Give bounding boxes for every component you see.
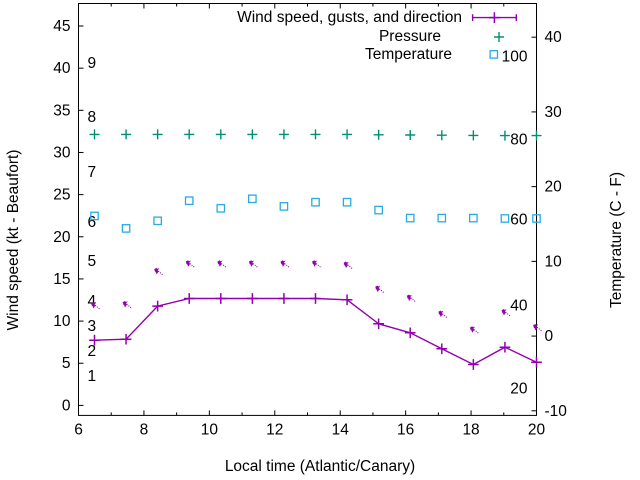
svg-text:60: 60 (510, 212, 528, 229)
svg-text:45: 45 (53, 18, 70, 35)
svg-text:16: 16 (397, 421, 414, 438)
svg-text:35: 35 (53, 102, 70, 119)
svg-text:3: 3 (88, 318, 97, 335)
svg-text:Pressure: Pressure (379, 28, 441, 45)
svg-text:14: 14 (332, 421, 350, 438)
svg-text:0: 0 (545, 328, 554, 345)
svg-text:-10: -10 (545, 403, 568, 420)
svg-text:20: 20 (510, 380, 528, 397)
svg-text:5: 5 (62, 355, 71, 372)
svg-text:40: 40 (510, 298, 528, 315)
svg-text:6: 6 (74, 421, 83, 438)
svg-text:5: 5 (88, 253, 97, 270)
svg-text:20: 20 (528, 421, 546, 438)
svg-text:6: 6 (88, 214, 97, 231)
svg-text:Local time (Atlantic/Canary): Local time (Atlantic/Canary) (225, 458, 415, 475)
svg-text:4: 4 (88, 293, 97, 310)
svg-text:15: 15 (53, 271, 70, 288)
svg-text:Temperature: Temperature (365, 46, 452, 63)
svg-text:18: 18 (462, 421, 479, 438)
svg-text:30: 30 (53, 144, 71, 161)
svg-text:Wind speed, gusts, and directi: Wind speed, gusts, and direction (237, 9, 462, 26)
svg-text:10: 10 (201, 421, 219, 438)
svg-text:10: 10 (53, 313, 71, 330)
svg-text:Temperature (C - F): Temperature (C - F) (608, 172, 625, 308)
svg-text:40: 40 (53, 60, 71, 77)
svg-text:20: 20 (545, 179, 563, 196)
svg-text:8: 8 (88, 109, 97, 126)
svg-text:0: 0 (62, 397, 71, 414)
svg-text:12: 12 (266, 421, 283, 438)
svg-text:80: 80 (510, 131, 528, 148)
svg-text:25: 25 (53, 187, 70, 204)
svg-text:10: 10 (545, 253, 563, 270)
svg-text:9: 9 (88, 55, 97, 72)
svg-text:100: 100 (502, 49, 528, 66)
svg-text:1: 1 (88, 368, 97, 385)
svg-text:Wind speed (kt - Beaufort): Wind speed (kt - Beaufort) (5, 150, 22, 331)
svg-text:20: 20 (53, 229, 71, 246)
svg-text:40: 40 (545, 29, 563, 46)
svg-text:7: 7 (88, 164, 97, 181)
svg-text:30: 30 (545, 104, 563, 121)
svg-text:8: 8 (140, 421, 149, 438)
